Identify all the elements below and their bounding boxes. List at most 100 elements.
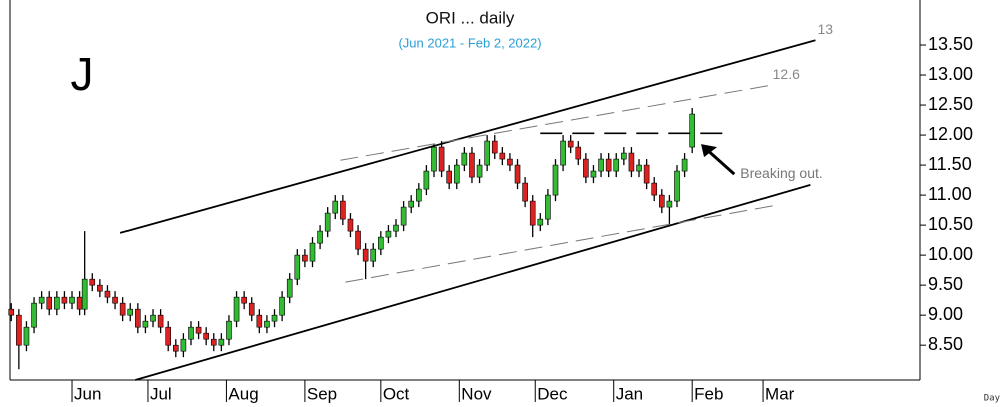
candle-body [188, 326, 194, 340]
candle-body [248, 302, 255, 316]
x-tick-label: Sep [307, 384, 337, 403]
candle-body [112, 296, 118, 304]
panel-label: J [71, 48, 94, 100]
candle-body [46, 296, 53, 310]
candle-body [8, 308, 15, 316]
candle-body [286, 278, 293, 298]
y-tick-label: 12.00 [928, 124, 973, 144]
candle-body [54, 296, 60, 310]
candle-body [309, 242, 316, 262]
candle-body [241, 296, 247, 304]
x-tick-label: Oct [383, 384, 410, 403]
y-tick-label: 9.00 [928, 304, 963, 324]
candle-body [590, 170, 597, 178]
candle-body [674, 170, 680, 202]
candle-body [552, 164, 559, 196]
y-tick-label: 11.00 [928, 184, 972, 204]
candle-body [666, 200, 673, 208]
candle-body [636, 164, 642, 172]
candle-body [210, 338, 217, 346]
y-tick-label: 10.00 [928, 244, 973, 264]
candle-body [453, 164, 460, 184]
candle-body [340, 200, 346, 220]
candle-body [643, 164, 650, 184]
candle-body [69, 296, 75, 304]
chart-subtitle: (Jun 2021 - Feb 2, 2022) [398, 35, 541, 50]
trendline-label: 13 [817, 21, 833, 37]
candle-body [507, 158, 513, 166]
y-tick-label: 13.50 [928, 34, 973, 54]
candle-body [264, 320, 270, 328]
candle-body [302, 254, 308, 262]
candle-body [142, 320, 149, 328]
candle-body [431, 146, 437, 172]
candle-body [135, 308, 141, 328]
candle-body [423, 170, 430, 190]
annotation-arrowhead [701, 144, 718, 158]
candle-body [560, 140, 566, 166]
candle-body [76, 296, 83, 310]
candle-body [469, 152, 475, 178]
annotation-text: Breaking out. [740, 165, 823, 181]
x-tick-label: Feb [694, 384, 723, 403]
candle-body [613, 158, 620, 172]
trendline [340, 84, 771, 161]
candle-body [31, 302, 37, 328]
candle-body [438, 146, 445, 172]
x-tick-label: Jul [150, 384, 172, 403]
candle-body [605, 158, 612, 172]
candle-body [172, 344, 179, 352]
candle-body [150, 314, 156, 322]
y-tick-label: 11.50 [928, 154, 972, 174]
candle-body [279, 296, 285, 316]
candle-body [537, 218, 544, 226]
candle-body [195, 326, 202, 334]
candle-body [127, 308, 134, 316]
candle-body [233, 296, 240, 322]
x-tick-label: Aug [228, 384, 258, 403]
chart-title: ORI ... daily [426, 8, 515, 27]
candle-body [89, 278, 96, 286]
candle-body [256, 314, 263, 328]
candle-body [583, 158, 589, 178]
trendline [345, 204, 776, 283]
candle-body [598, 158, 604, 172]
candle-body [362, 248, 369, 262]
trendline [119, 39, 816, 234]
candle-body [575, 146, 582, 160]
candle-body [218, 338, 225, 346]
candle-body [97, 284, 103, 292]
candle-body [355, 230, 361, 250]
candle-body [681, 158, 688, 172]
candle-body [651, 182, 658, 196]
candle-body [499, 152, 506, 160]
candle-body [628, 152, 635, 172]
candle-body [393, 224, 399, 232]
candle-body [38, 296, 45, 304]
candle-body [81, 278, 88, 310]
candle-body [180, 338, 187, 352]
y-tick-label: 13.00 [928, 64, 973, 84]
y-tick-label: 9.50 [928, 274, 963, 294]
candle-body [659, 194, 665, 208]
x-tick-label: Nov [461, 384, 492, 403]
candle-body [461, 152, 468, 166]
candle-body [332, 200, 339, 214]
candle-body [446, 170, 452, 184]
y-tick-label: 10.50 [928, 214, 973, 234]
candle-body [408, 200, 415, 208]
candle-body [484, 140, 490, 166]
candle-body [400, 206, 407, 226]
candle-body [294, 254, 301, 280]
candle-body [378, 236, 384, 250]
x-tick-label: Jun [74, 384, 101, 403]
candle-body [689, 113, 695, 148]
candle-body [370, 248, 377, 262]
x-tick-label: Dec [537, 384, 568, 403]
candle-body [529, 200, 536, 226]
candle-body [621, 152, 627, 160]
x-unit-label: Day [984, 394, 1001, 404]
candle-body [347, 218, 354, 232]
candle-body [324, 212, 331, 232]
